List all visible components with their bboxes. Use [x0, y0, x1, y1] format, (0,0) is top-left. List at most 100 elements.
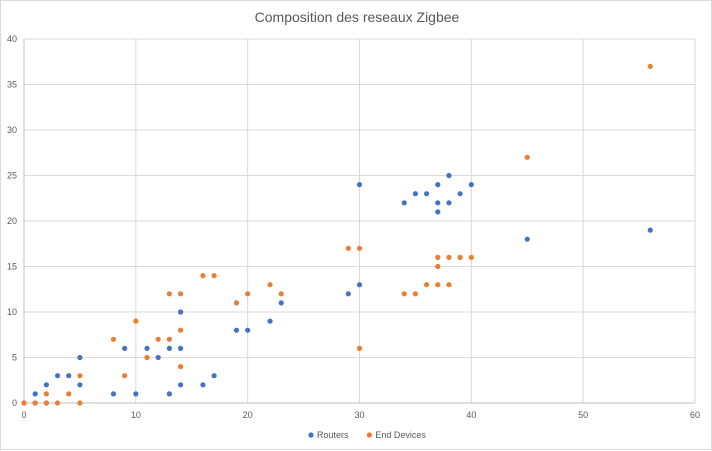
end-devices-point — [468, 254, 474, 260]
end-devices-point — [32, 400, 38, 406]
tick-labels: 0 5 10 15 20 25 30 35 40 0 10 20 30 40 50 60 — [7, 34, 700, 420]
routers-point — [200, 382, 206, 388]
routers-point — [133, 391, 139, 397]
x-tick-label: 30 — [354, 410, 364, 420]
end-devices-point — [435, 263, 441, 270]
end-devices-point — [435, 254, 441, 260]
gridlines — [23, 38, 696, 404]
routers-point — [177, 309, 184, 315]
routers-point — [446, 172, 452, 179]
y-tick-label: 35 — [7, 80, 17, 90]
y-tick-label: 40 — [7, 34, 17, 44]
routers-point — [267, 318, 273, 324]
routers-point — [457, 191, 463, 197]
routers-point — [166, 345, 172, 351]
routers-point — [401, 200, 407, 206]
end-devices-point — [435, 282, 441, 288]
routers-point — [211, 373, 217, 379]
data-points — [21, 63, 653, 406]
x-tick-label: 60 — [690, 410, 700, 420]
routers-point — [233, 327, 240, 333]
routers-point — [278, 300, 284, 306]
routers-point — [177, 382, 184, 388]
routers-point — [43, 382, 49, 388]
routers-point — [424, 191, 430, 197]
x-tick-label: 10 — [131, 410, 141, 420]
routers-point — [412, 191, 419, 197]
end-devices-point — [177, 364, 184, 370]
routers-point — [647, 227, 653, 233]
routers-point — [77, 382, 83, 388]
y-tick-label: 20 — [7, 216, 17, 226]
end-devices-point — [446, 254, 452, 260]
chart-title: Composition des reseaux Zigbee — [255, 9, 460, 25]
end-devices-point — [177, 291, 184, 297]
routers-point — [177, 345, 184, 351]
routers-point — [166, 391, 172, 397]
axes — [23, 39, 695, 404]
x-tick-label: 40 — [466, 410, 476, 420]
end-devices-point — [21, 400, 27, 406]
end-devices-point — [211, 273, 217, 279]
routers-point — [66, 373, 72, 379]
routers-point — [144, 345, 150, 351]
end-devices-point — [412, 291, 419, 297]
routers-point — [446, 200, 452, 206]
end-devices-point — [110, 336, 117, 342]
routers-point — [54, 373, 61, 379]
end-devices-point — [144, 354, 150, 361]
routers-point — [245, 327, 251, 333]
y-tick-label: 5 — [12, 353, 17, 363]
routers-point — [110, 391, 117, 397]
end-devices-point — [356, 345, 363, 351]
end-devices-point — [233, 300, 240, 306]
routers-point — [356, 182, 363, 188]
legend: Routers End Devices — [308, 430, 426, 440]
end-devices-point — [43, 400, 49, 406]
end-devices-point — [524, 154, 530, 160]
routers-legend-label: Routers — [317, 430, 349, 440]
end-devices-point — [54, 400, 61, 406]
end-devices-point — [200, 273, 206, 279]
y-tick-label: 30 — [7, 125, 17, 135]
routers-point — [435, 200, 441, 206]
end-devices-point — [155, 336, 161, 342]
end-devices-point — [345, 245, 351, 251]
end-devices-point — [66, 391, 72, 397]
end-devices-point — [177, 327, 184, 333]
routers-point — [77, 354, 83, 361]
end-devices-point — [424, 282, 430, 288]
routers-point — [435, 182, 441, 188]
routers-point — [524, 236, 530, 242]
end-devices-point — [133, 318, 139, 324]
end-devices-legend-marker — [366, 432, 372, 438]
end-devices-point — [166, 336, 172, 342]
routers-point — [345, 291, 351, 297]
end-devices-point — [77, 400, 83, 406]
end-devices-point — [401, 291, 407, 297]
routers-point — [435, 209, 441, 215]
routers-point — [122, 345, 128, 351]
routers-point — [468, 182, 474, 188]
routers-point — [32, 391, 38, 397]
x-tick-label: 20 — [243, 410, 253, 420]
end-devices-point — [457, 254, 463, 260]
routers-legend-marker — [308, 432, 314, 438]
end-devices-point — [166, 291, 172, 297]
end-devices-point — [278, 291, 284, 297]
end-devices-point — [446, 282, 452, 288]
routers-point — [155, 354, 161, 361]
end-devices-point — [77, 373, 83, 379]
x-tick-label: 0 — [21, 410, 26, 420]
y-tick-label: 10 — [7, 307, 17, 317]
end-devices-point — [122, 373, 128, 379]
end-devices-legend-label: End Devices — [375, 430, 426, 440]
x-tick-label: 50 — [578, 410, 588, 420]
end-devices-point — [245, 291, 251, 297]
end-devices-point — [43, 391, 49, 397]
end-devices-point — [356, 245, 363, 251]
y-tick-label: 15 — [7, 262, 17, 272]
end-devices-point — [647, 63, 653, 69]
